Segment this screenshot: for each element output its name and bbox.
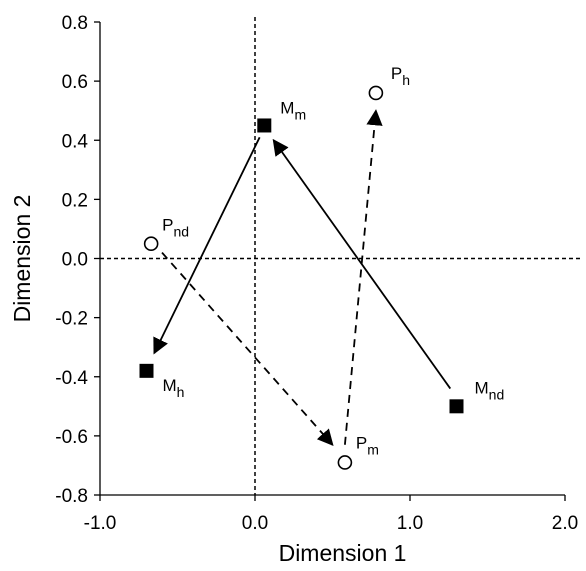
- data-points: [139, 85, 464, 470]
- x-tick-label: 0.0: [242, 513, 268, 534]
- y-tick-label: -0.4: [55, 368, 88, 389]
- circle-marker-ph: [368, 85, 384, 101]
- square-marker-mm: [257, 118, 272, 133]
- point-label-mh: Mh: [163, 376, 185, 400]
- y-tick-label: 0.6: [62, 72, 88, 93]
- point-label-pm: Pm: [356, 433, 379, 457]
- x-axis-title: Dimension 1: [279, 540, 407, 566]
- arrows: [153, 109, 452, 446]
- solid-arrow: [153, 136, 261, 355]
- point-label-mm: Mm: [280, 98, 306, 122]
- y-tick-label: -0.6: [55, 427, 88, 448]
- y-tick-label: -0.8: [55, 486, 88, 507]
- point-label-ph: Ph: [391, 64, 410, 88]
- y-tick-label: 0.0: [62, 250, 88, 271]
- y-tick-label: 0.4: [62, 131, 89, 152]
- x-tick-label: 1.0: [397, 513, 423, 534]
- square-marker-mh: [139, 363, 154, 378]
- point-label-pnd: Pnd: [162, 216, 189, 240]
- circle-marker-pnd: [143, 236, 159, 252]
- y-tick-label: 0.2: [62, 190, 88, 211]
- axes: 0.8 0.6 0.4 0.2 0.0 -0.2 -0.4 -0.6 -0.8 -1.0 0.0 1.…: [55, 13, 578, 534]
- y-axis-title: Dimension 2: [9, 195, 35, 323]
- square-marker-mnd: [449, 399, 464, 414]
- solid-arrow: [272, 138, 452, 390]
- point-labels: Mm Mh Mnd Pnd Pm Ph: [162, 64, 504, 458]
- x-tick-label: -1.0: [84, 513, 117, 534]
- x-tick-label: 2.0: [552, 513, 578, 534]
- point-label-mnd: Mnd: [475, 378, 505, 402]
- dashed-arrow: [161, 251, 334, 446]
- y-tick-label: 0.8: [62, 13, 88, 34]
- circle-marker-pm: [337, 455, 353, 470]
- reference-lines: [100, 17, 580, 495]
- y-tick-label: -0.2: [55, 309, 88, 330]
